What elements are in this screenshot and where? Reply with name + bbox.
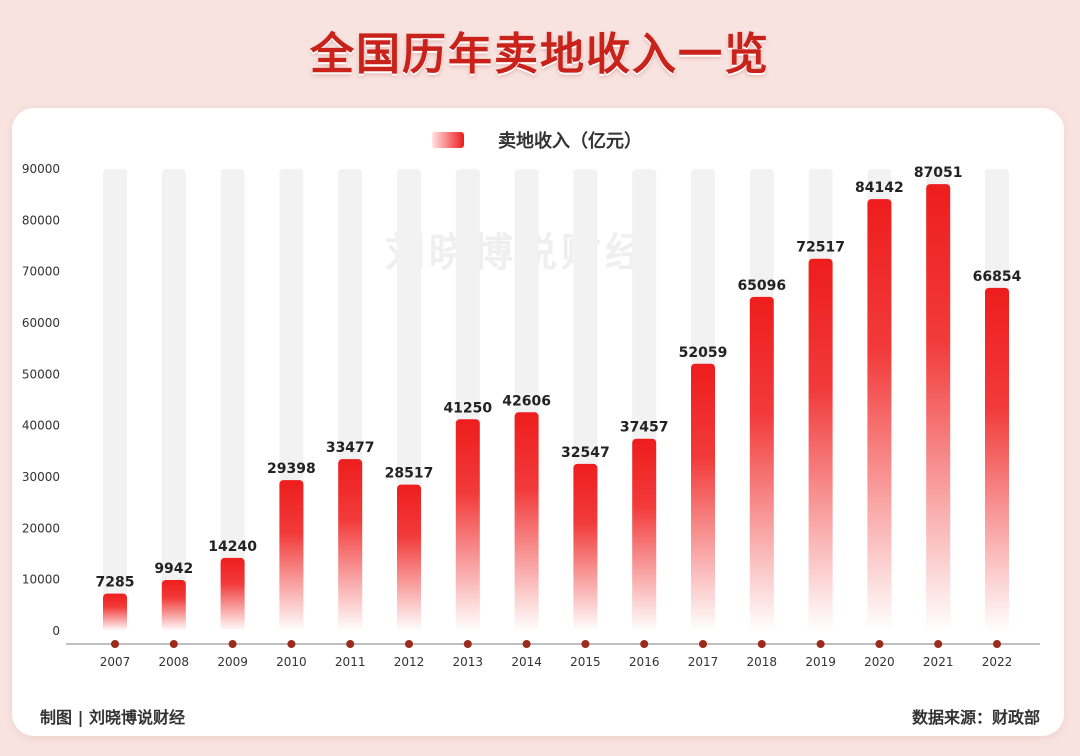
data-label: 14240 <box>208 539 257 555</box>
x-tick-marker <box>875 640 884 648</box>
x-tick-marker <box>699 640 707 648</box>
x-tick-marker <box>522 640 531 648</box>
data-label: 87051 <box>914 165 963 181</box>
x-tick-label: 2008 <box>159 655 190 669</box>
data-label: 28517 <box>385 466 434 482</box>
x-tick-marker <box>111 640 119 648</box>
bar <box>338 459 363 631</box>
bar-track <box>103 169 127 631</box>
x-tick-label: 2007 <box>100 655 131 669</box>
bar <box>808 258 833 631</box>
x-tick-marker <box>287 640 296 648</box>
bar <box>220 557 245 631</box>
x-tick-marker <box>169 640 178 648</box>
y-tick-label: 70000 <box>22 265 60 279</box>
footer-credit: 制图 | 刘晓博说财经 <box>40 708 185 727</box>
bar <box>514 412 539 631</box>
data-label: 41250 <box>443 400 492 416</box>
y-tick-label: 60000 <box>22 316 60 330</box>
data-label: 66854 <box>973 269 1022 285</box>
data-label: 7285 <box>96 575 135 591</box>
bar <box>161 579 186 631</box>
x-tick-label: 2015 <box>570 655 601 669</box>
x-tick-marker <box>463 640 472 648</box>
x-tick-label: 2022 <box>982 655 1013 669</box>
data-label: 52059 <box>679 345 728 361</box>
x-tick-marker <box>405 640 413 648</box>
x-tick-marker <box>816 640 825 648</box>
x-tick-marker <box>581 640 590 648</box>
y-tick-label: 20000 <box>22 521 60 535</box>
bar <box>455 419 480 631</box>
x-tick-marker <box>346 640 355 648</box>
y-tick-label: 90000 <box>22 162 60 176</box>
bar <box>691 363 715 631</box>
bar-track <box>220 169 245 631</box>
bar <box>985 287 1009 631</box>
x-tick-marker <box>934 640 943 648</box>
x-tick-label: 2018 <box>747 655 778 669</box>
y-tick-label: 10000 <box>22 573 60 587</box>
data-label: 32547 <box>561 445 610 461</box>
x-axis: 2007 2008 2009 2010 2011 2012 2013 2014 2015 2016… <box>66 640 1040 669</box>
x-tick-label: 2009 <box>217 655 248 669</box>
data-label: 84142 <box>855 180 904 196</box>
bar <box>926 184 951 632</box>
data-label: 9942 <box>154 561 193 577</box>
y-tick-label: 80000 <box>22 213 60 227</box>
footer-source: 数据来源：财政部 <box>911 708 1040 727</box>
legend-swatch <box>432 132 464 148</box>
y-tick-label: 50000 <box>22 367 60 381</box>
bar <box>867 199 892 632</box>
x-tick-label: 2019 <box>805 655 836 669</box>
x-tick-marker <box>757 640 766 648</box>
bar <box>632 438 657 631</box>
data-label: 37457 <box>620 420 669 436</box>
bars <box>103 184 1009 632</box>
bar-track <box>161 169 186 631</box>
bar <box>397 484 421 631</box>
x-tick-marker <box>993 640 1001 648</box>
x-tick-marker <box>640 640 649 648</box>
y-tick-label: 30000 <box>22 470 60 484</box>
data-label: 33477 <box>326 440 375 456</box>
data-label: 29398 <box>267 461 316 477</box>
x-tick-label: 2017 <box>688 655 719 669</box>
bar <box>279 480 304 631</box>
x-tick-label: 2012 <box>394 655 425 669</box>
bar <box>573 463 598 631</box>
bar <box>749 296 774 631</box>
y-tick-label: 40000 <box>22 419 60 433</box>
data-label: 65096 <box>737 278 786 294</box>
x-tick-label: 2020 <box>864 655 895 669</box>
x-tick-label: 2011 <box>335 655 366 669</box>
data-labels: 7285 9942 14240 29398 33477 28517 41250 42606 32… <box>96 165 1022 590</box>
legend: 卖地收入（亿元） <box>432 128 642 152</box>
x-tick-label: 2010 <box>276 655 307 669</box>
legend-label: 卖地收入（亿元） <box>498 131 642 152</box>
x-tick-label: 2021 <box>923 655 954 669</box>
data-label: 42606 <box>502 393 551 409</box>
bar <box>103 593 127 631</box>
page-title: 全国历年卖地收入一览 <box>310 29 770 80</box>
x-tick-label: 2016 <box>629 655 660 669</box>
y-axis: 0 10000 20000 30000 40000 50000 60000 70000 8000… <box>22 162 60 638</box>
x-tick-label: 2014 <box>511 655 542 669</box>
data-label: 72517 <box>796 240 845 256</box>
y-tick-label: 0 <box>52 624 60 638</box>
x-tick-label: 2013 <box>453 655 484 669</box>
x-tick-marker <box>228 640 237 648</box>
